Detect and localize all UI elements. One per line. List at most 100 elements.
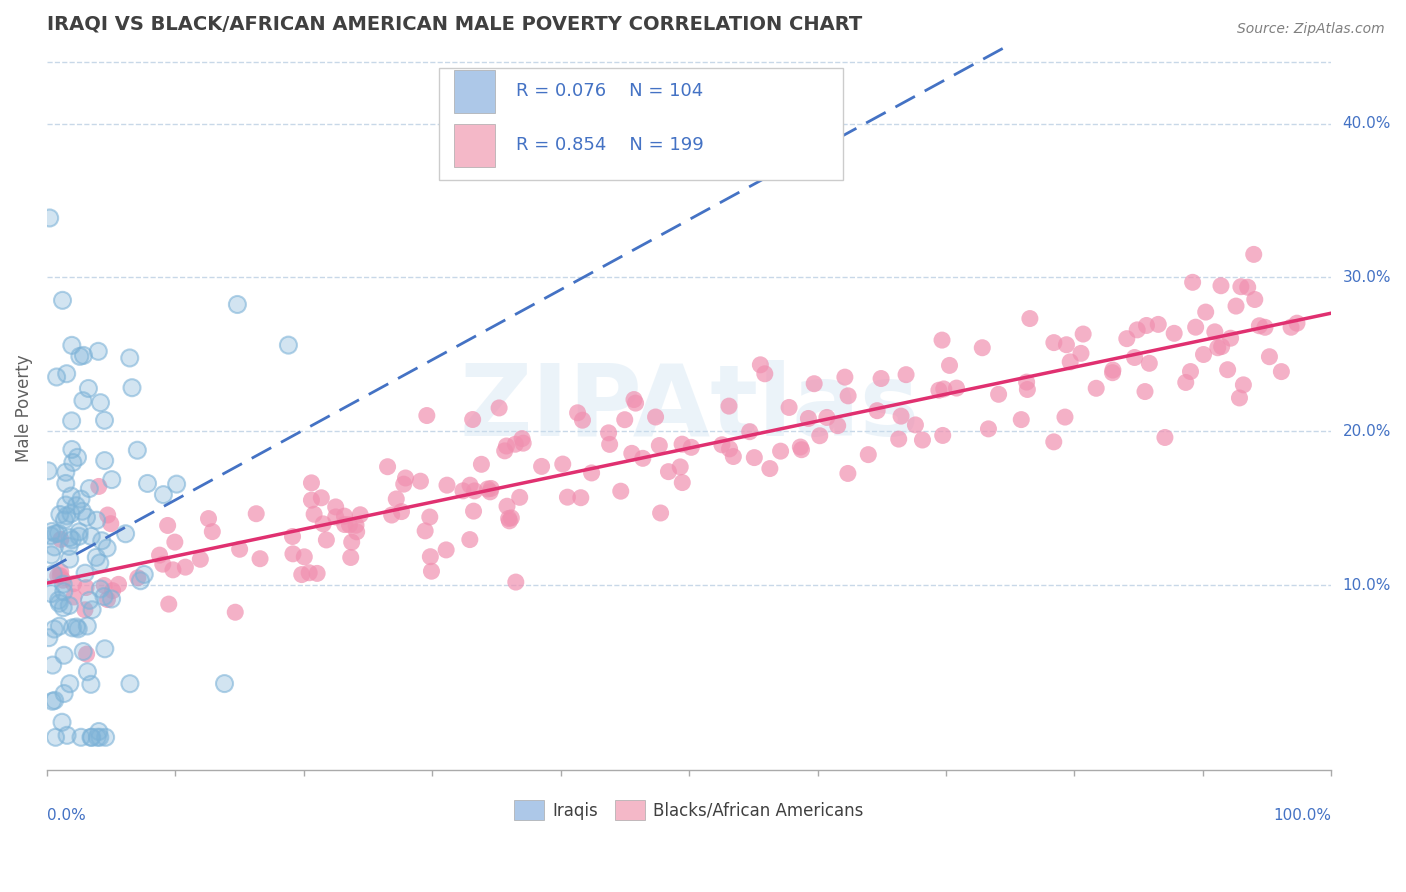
Point <box>86 513 108 527</box>
Point <box>458 533 481 547</box>
Point <box>789 440 811 454</box>
Point <box>59 552 82 566</box>
Point <box>325 510 347 524</box>
Point <box>797 411 820 425</box>
Point <box>41 524 63 539</box>
Point <box>66 450 89 465</box>
Point <box>38 631 60 645</box>
Point <box>52 573 75 587</box>
Point <box>46 569 69 583</box>
Point <box>162 563 184 577</box>
Point <box>928 383 950 397</box>
Point <box>152 557 174 571</box>
Point <box>610 484 633 499</box>
Point <box>121 381 143 395</box>
Text: 100.0%: 100.0% <box>1274 808 1331 823</box>
Point <box>551 457 574 471</box>
Point <box>38 211 60 225</box>
Point <box>86 513 108 527</box>
Point <box>55 367 77 381</box>
Point <box>302 507 325 521</box>
Point <box>100 473 122 487</box>
Point <box>62 455 84 469</box>
Text: 40.0%: 40.0% <box>1343 116 1391 131</box>
Point <box>75 581 97 595</box>
Point <box>48 593 70 607</box>
Point <box>51 715 73 730</box>
Point <box>55 476 77 491</box>
Point <box>44 693 66 707</box>
Point <box>77 382 100 396</box>
Point <box>931 333 953 347</box>
Point <box>1018 311 1040 326</box>
Point <box>1206 341 1229 355</box>
Point <box>648 438 671 452</box>
Point <box>214 676 236 690</box>
Point <box>59 507 82 521</box>
Point <box>127 571 149 585</box>
Point <box>72 504 94 518</box>
Point <box>377 459 399 474</box>
Point <box>118 676 141 690</box>
Point <box>226 297 249 311</box>
Text: R = 0.854    N = 199: R = 0.854 N = 199 <box>516 136 703 154</box>
Point <box>498 511 520 525</box>
Point <box>79 482 101 496</box>
Point <box>1279 320 1302 334</box>
Point <box>349 508 371 522</box>
Point <box>53 513 76 527</box>
Point <box>90 533 112 548</box>
Point <box>86 731 108 745</box>
Point <box>281 547 304 561</box>
Point <box>613 413 636 427</box>
Point <box>307 566 329 581</box>
Point <box>59 531 82 545</box>
Point <box>1174 376 1197 390</box>
Point <box>39 586 62 600</box>
Point <box>870 371 893 385</box>
Point <box>134 567 156 582</box>
Point <box>931 428 953 442</box>
Point <box>827 418 849 433</box>
Point <box>281 529 304 543</box>
Point <box>152 488 174 502</box>
Point <box>129 574 152 588</box>
Point <box>1232 377 1254 392</box>
Point <box>505 575 527 590</box>
Point <box>624 396 647 410</box>
Point <box>644 410 666 425</box>
Point <box>89 556 111 570</box>
Point <box>1195 305 1218 319</box>
Point <box>769 444 792 458</box>
Point <box>749 358 772 372</box>
Text: 30.0%: 30.0% <box>1343 270 1391 285</box>
Bar <box>454 70 495 113</box>
Point <box>1085 381 1108 395</box>
Point <box>67 524 90 539</box>
Point <box>1219 331 1241 345</box>
Point <box>1043 335 1066 350</box>
Point <box>1017 383 1039 397</box>
Point <box>114 526 136 541</box>
Point <box>451 483 474 498</box>
Point <box>419 510 441 524</box>
Point <box>60 414 83 428</box>
Point <box>1181 276 1204 290</box>
Point <box>41 548 63 562</box>
Point <box>42 566 65 581</box>
Point <box>49 569 72 583</box>
Point <box>96 592 118 607</box>
Point <box>51 293 73 308</box>
Point <box>496 500 519 514</box>
Point <box>58 599 80 613</box>
Point <box>37 464 59 478</box>
Point <box>197 511 219 525</box>
Point <box>945 381 967 395</box>
Point <box>79 593 101 607</box>
Point <box>136 476 159 491</box>
Point <box>62 576 84 591</box>
Text: ZIPAtlas: ZIPAtlas <box>458 359 920 457</box>
Point <box>44 693 66 707</box>
Point <box>163 535 186 549</box>
Point <box>70 731 93 745</box>
